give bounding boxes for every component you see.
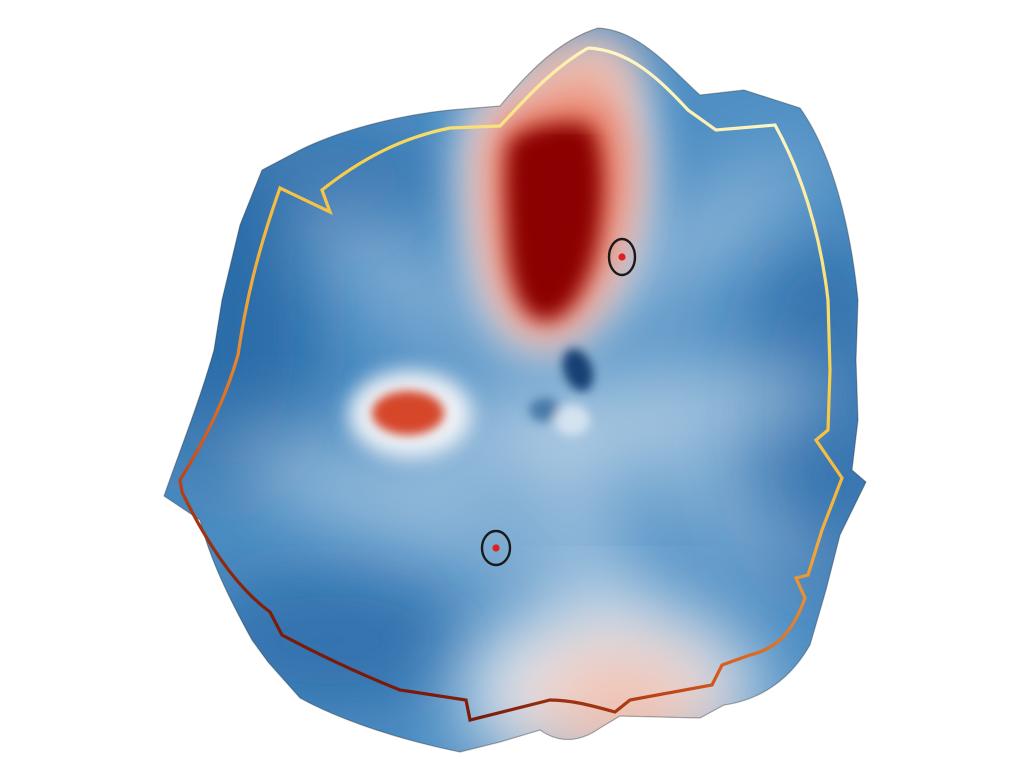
marker-lower-center — [480, 529, 512, 567]
boundary-contour — [178, 46, 844, 722]
center-low-spot — [529, 348, 594, 436]
marker-upper-right — [607, 237, 637, 277]
left-high-blob — [348, 370, 472, 458]
